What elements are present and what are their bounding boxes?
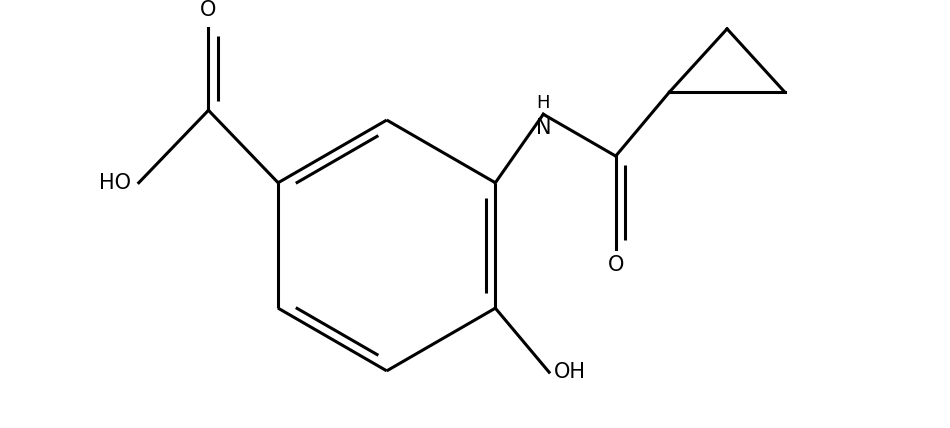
Text: HO: HO: [100, 173, 131, 193]
Text: N: N: [536, 118, 551, 138]
Text: O: O: [608, 256, 624, 276]
Text: O: O: [200, 0, 217, 20]
Text: H: H: [537, 95, 550, 113]
Text: OH: OH: [554, 362, 586, 382]
